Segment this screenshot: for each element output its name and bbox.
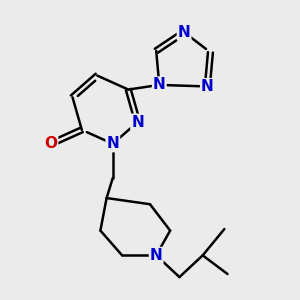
Text: N: N: [201, 79, 214, 94]
Text: N: N: [153, 77, 166, 92]
Text: N: N: [131, 115, 144, 130]
Text: O: O: [44, 136, 57, 151]
Text: N: N: [178, 25, 190, 40]
Text: N: N: [150, 248, 163, 263]
Text: N: N: [106, 136, 119, 151]
